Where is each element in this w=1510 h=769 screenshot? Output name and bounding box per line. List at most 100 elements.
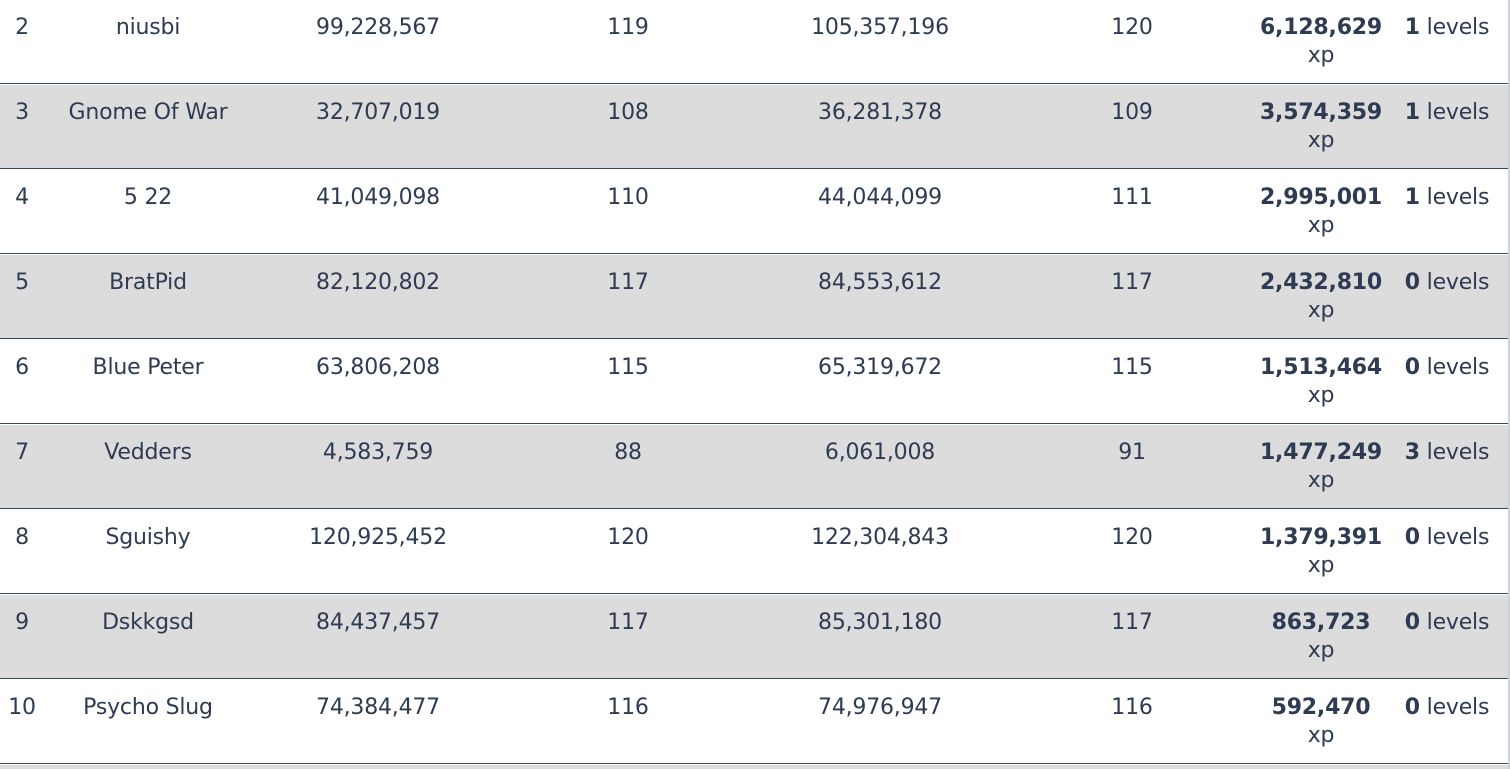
player-name-link[interactable]: Gnome Of War	[68, 100, 228, 125]
scrollbar[interactable]	[1508, 0, 1510, 769]
levels-gained-cell: 1 levels	[1394, 99, 1500, 127]
levels-unit: levels	[1426, 355, 1490, 380]
player-name-link[interactable]: Dskkgsd	[102, 610, 194, 635]
start-xp-cell: 32,707,019	[316, 100, 440, 125]
start-xp-cell: 63,806,208	[316, 355, 440, 380]
table-row: 9 Dskkgsd 84,437,457 117 85,301,180 117 …	[0, 595, 1508, 679]
table-row: 4 5 22 41,049,098 110 44,044,099 111 2,9…	[0, 170, 1508, 254]
table-row: 3 Gnome Of War 32,707,019 108 36,281,378…	[0, 85, 1508, 169]
start-xp-cell: 84,437,457	[316, 610, 440, 635]
end-xp-cell: 85,301,180	[818, 610, 942, 635]
end-xp-cell: 122,304,843	[811, 525, 949, 550]
start-level-cell: 116	[607, 695, 649, 720]
levels-gained-cell: 1 levels	[1394, 184, 1500, 212]
end-level-cell: 117	[1111, 610, 1153, 635]
end-xp-cell: 6,061,008	[824, 440, 936, 465]
start-level-cell: 115	[607, 355, 649, 380]
table-row: 7 Vedders 4,583,759 88 6,061,008 91 1,47…	[0, 425, 1508, 509]
xp-unit: xp	[1307, 723, 1335, 748]
xp-gained-cell: 1,379,391 xp	[1248, 524, 1394, 580]
start-level-cell: 119	[607, 15, 649, 40]
levels-gained-cell: 0 levels	[1394, 269, 1500, 297]
xp-unit: xp	[1307, 213, 1335, 238]
xp-unit: xp	[1307, 383, 1335, 408]
end-level-cell: 115	[1111, 355, 1153, 380]
start-level-cell: 108	[607, 100, 649, 125]
levels-unit: levels	[1426, 185, 1490, 210]
end-xp-cell: 44,044,099	[818, 185, 942, 210]
end-level-cell: 91	[1118, 440, 1146, 465]
xp-unit: xp	[1307, 128, 1335, 153]
levels-gained-cell: 0 levels	[1394, 609, 1500, 637]
levels-gained-value: 0	[1404, 695, 1420, 720]
xp-unit: xp	[1307, 298, 1335, 323]
table-row: 2 niusbi 99,228,567 119 105,357,196 120 …	[0, 0, 1508, 84]
levels-unit: levels	[1426, 695, 1490, 720]
xp-gained-value: 1,477,249	[1259, 440, 1383, 465]
levels-gained-value: 0	[1404, 525, 1420, 550]
xp-gained-cell: 2,432,810 xp	[1248, 269, 1394, 325]
levels-gained-cell: 0 levels	[1394, 524, 1500, 552]
xp-gained-cell: 2,995,001 xp	[1248, 184, 1394, 240]
rank-cell: 4	[15, 185, 29, 210]
xp-gained-value: 3,574,359	[1259, 100, 1383, 125]
levels-unit: levels	[1426, 440, 1490, 465]
next-row-edge	[0, 765, 1508, 769]
end-level-cell: 116	[1111, 695, 1153, 720]
start-xp-cell: 41,049,098	[316, 185, 440, 210]
xp-unit: xp	[1307, 553, 1335, 578]
player-name-link[interactable]: 5 22	[123, 185, 173, 210]
end-level-cell: 120	[1111, 15, 1153, 40]
end-level-cell: 120	[1111, 525, 1153, 550]
player-name-link[interactable]: BratPid	[109, 270, 187, 295]
start-xp-cell: 82,120,802	[316, 270, 440, 295]
levels-unit: levels	[1426, 270, 1490, 295]
start-level-cell: 117	[607, 610, 649, 635]
player-name-link[interactable]: Sguishy	[105, 525, 191, 550]
levels-gained-value: 0	[1404, 270, 1420, 295]
rank-cell: 8	[15, 525, 29, 550]
end-xp-cell: 74,976,947	[818, 695, 942, 720]
levels-gained-value: 1	[1404, 15, 1420, 40]
levels-gained-cell: 0 levels	[1394, 694, 1500, 722]
xp-gained-cell: 863,723 xp	[1248, 609, 1394, 665]
rank-cell: 9	[15, 610, 29, 635]
xp-gained-cell: 592,470 xp	[1248, 694, 1394, 750]
xp-unit: xp	[1307, 638, 1335, 663]
levels-unit: levels	[1426, 15, 1490, 40]
rank-cell: 10	[8, 695, 36, 720]
end-level-cell: 111	[1111, 185, 1153, 210]
start-xp-cell: 120,925,452	[309, 525, 447, 550]
xp-unit: xp	[1307, 468, 1335, 493]
table-row: 8 Sguishy 120,925,452 120 122,304,843 12…	[0, 510, 1508, 594]
end-xp-cell: 36,281,378	[818, 100, 942, 125]
player-name-link[interactable]: Blue Peter	[92, 355, 204, 380]
xp-gained-value: 6,128,629	[1259, 15, 1383, 40]
levels-gained-cell: 0 levels	[1394, 354, 1500, 382]
start-level-cell: 88	[614, 440, 642, 465]
xp-gained-value: 1,379,391	[1259, 525, 1383, 550]
player-name-link[interactable]: Vedders	[104, 440, 192, 465]
xp-gained-cell: 6,128,629 xp	[1248, 14, 1394, 70]
xp-gained-value: 592,470	[1271, 695, 1371, 720]
table-row: 5 BratPid 82,120,802 117 84,553,612 117 …	[0, 255, 1508, 339]
start-xp-cell: 99,228,567	[316, 15, 440, 40]
start-level-cell: 120	[607, 525, 649, 550]
levels-gained-value: 1	[1404, 100, 1420, 125]
table-row: 6 Blue Peter 63,806,208 115 65,319,672 1…	[0, 340, 1508, 424]
xp-gained-value: 863,723	[1271, 610, 1371, 635]
player-name-link[interactable]: Psycho Slug	[83, 695, 213, 720]
end-xp-cell: 84,553,612	[818, 270, 942, 295]
xp-gained-cell: 1,477,249 xp	[1248, 439, 1394, 495]
player-name-link[interactable]: niusbi	[115, 15, 181, 40]
xp-gained-value: 2,432,810	[1259, 270, 1383, 295]
levels-gained-value: 0	[1404, 355, 1420, 380]
xp-gained-value: 2,995,001	[1259, 185, 1383, 210]
rank-cell: 6	[15, 355, 29, 380]
rank-cell: 2	[15, 15, 29, 40]
levels-unit: levels	[1426, 610, 1490, 635]
end-xp-cell: 65,319,672	[818, 355, 942, 380]
levels-gained-value: 3	[1404, 440, 1420, 465]
start-level-cell: 110	[607, 185, 649, 210]
end-level-cell: 109	[1111, 100, 1153, 125]
